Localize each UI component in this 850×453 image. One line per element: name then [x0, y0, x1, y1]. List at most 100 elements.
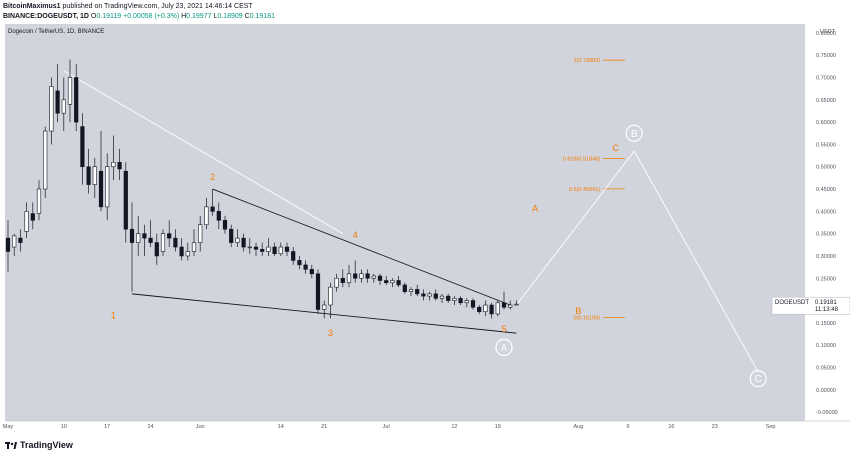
- candle-body: [377, 275, 383, 281]
- x-tick-label: Sep: [766, 424, 776, 430]
- candle-body: [439, 295, 445, 299]
- candle-body: [452, 298, 457, 301]
- open-label: O: [90, 13, 97, 20]
- candle-body: [495, 302, 500, 315]
- wave-label: 3: [328, 328, 333, 338]
- price-axis[interactable]: [805, 24, 850, 421]
- chart-title: Dogecoin / TetherUS, 1D, BINANCE: [8, 29, 104, 35]
- circle-label: A: [501, 343, 508, 354]
- candle-body: [328, 286, 333, 306]
- trendline: [63, 70, 344, 235]
- candle-body: [489, 304, 494, 315]
- candle-body: [24, 211, 29, 232]
- candle-body: [167, 233, 172, 239]
- candle-body: [384, 280, 389, 284]
- candle-body: [229, 228, 234, 243]
- trendline: [212, 188, 511, 306]
- ohlc-legend: BINANCE:DOGEUSDT, 1D O0.19119 +0.00058 (…: [0, 11, 850, 22]
- brand-name: TradingView: [20, 440, 73, 450]
- candle-body: [241, 237, 246, 248]
- candle-body: [210, 206, 215, 212]
- candle-body: [284, 246, 290, 252]
- candle-body: [105, 166, 110, 208]
- x-tick-label: 24: [148, 424, 154, 430]
- candle-body: [12, 235, 17, 248]
- x-tick-label: Aug: [574, 424, 584, 430]
- candle-body: [160, 233, 166, 252]
- candle-body: [470, 300, 476, 308]
- candle-body: [191, 242, 197, 252]
- y-tick-label: 0.15000: [816, 321, 836, 327]
- publish-date: published on TradingView.com, July 23, 2…: [62, 3, 253, 10]
- x-tick-label: 17: [104, 424, 110, 430]
- y-tick-label: 0.50000: [816, 165, 836, 171]
- candle-body: [340, 277, 345, 284]
- candle-body: [129, 228, 135, 243]
- candle-body: [514, 303, 519, 306]
- candle-body: [148, 237, 153, 243]
- candle-body: [322, 304, 327, 310]
- candle-body: [67, 77, 73, 105]
- candle-body: [247, 246, 252, 249]
- x-tick-label: 16: [668, 424, 674, 430]
- candle-body: [402, 284, 407, 292]
- candle-body: [235, 237, 240, 243]
- y-tick-label: -0.05000: [816, 410, 838, 416]
- candle-body: [30, 213, 35, 221]
- wave-label: C: [612, 143, 619, 153]
- candle-body: [359, 273, 364, 279]
- candle-body: [458, 298, 463, 304]
- low-label: L: [213, 13, 218, 20]
- candle-body: [173, 237, 178, 248]
- candle-body: [278, 246, 283, 255]
- circle-label: C: [755, 374, 762, 385]
- y-tick-label: 0.40000: [816, 209, 836, 215]
- candle-body: [272, 246, 277, 255]
- y-tick-label: 0.00000: [816, 388, 836, 394]
- last-price-value: 0.19181: [815, 300, 837, 306]
- candle-body: [365, 273, 370, 279]
- wave-label: 2: [210, 172, 215, 182]
- y-tick-label: 0.05000: [816, 365, 836, 371]
- y-tick-label: 0.35000: [816, 232, 836, 238]
- trendline: [633, 150, 759, 373]
- circle-marker: [495, 338, 513, 356]
- y-tick-label: 0.75000: [816, 53, 836, 59]
- x-tick-label: Jul: [383, 424, 390, 430]
- x-tick-label: 12: [451, 424, 457, 430]
- circle-marker: [625, 124, 643, 142]
- candle-body: [5, 237, 11, 252]
- candle-body: [353, 273, 358, 279]
- candle-body: [315, 273, 321, 310]
- symbol-label: BINANCE:DOGEUSDT, 1D: [3, 13, 89, 20]
- y-tick-label: 0.65000: [816, 98, 836, 104]
- candle-body: [427, 293, 432, 297]
- candle-body: [477, 306, 482, 313]
- fib-label: 0(0.16199): [573, 316, 600, 322]
- publisher-name[interactable]: BitcoinMaximus1: [3, 3, 61, 10]
- x-ticks: May 10 17 24 Jun 14 21 Jul 12 19 Aug 9 16 23 Sep: [3, 424, 776, 430]
- y-tick-label: 0.45000: [816, 187, 836, 193]
- x-tick-label: May: [3, 424, 14, 430]
- close-value: 0.19181: [249, 13, 275, 20]
- candle-body: [266, 246, 271, 252]
- candle-body: [396, 280, 401, 286]
- candle-body: [408, 289, 414, 292]
- candle-body: [216, 211, 221, 221]
- x-tick-label: 14: [278, 424, 284, 430]
- wave-labels: 1 2 3 4 5 A B C: [111, 143, 619, 338]
- tradingview-logo[interactable]: TradingView: [5, 440, 73, 450]
- candle-body: [334, 277, 339, 288]
- candle-body: [55, 90, 60, 114]
- wave-label: 1: [111, 310, 116, 320]
- candle-body: [483, 304, 488, 313]
- candle-body: [198, 224, 203, 243]
- candle-body: [446, 295, 451, 301]
- candle-body: [80, 126, 85, 168]
- candle-body: [508, 304, 513, 308]
- circle-label: B: [631, 129, 638, 140]
- candle-body: [185, 251, 190, 257]
- candles: [5, 59, 519, 319]
